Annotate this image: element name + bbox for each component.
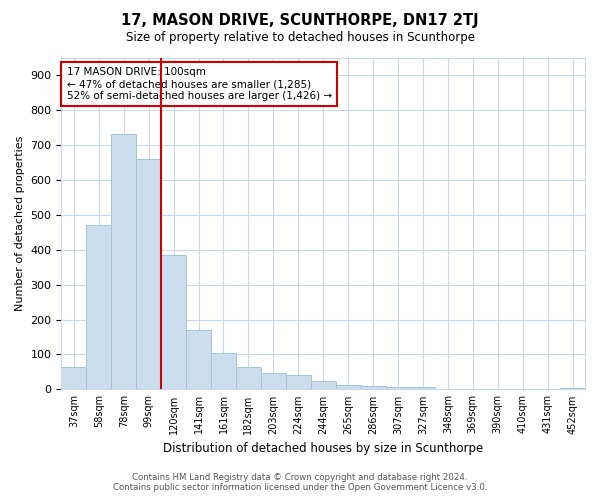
Bar	[335, 385, 361, 390]
Bar	[136, 159, 161, 390]
Bar	[211, 352, 236, 390]
Bar	[560, 388, 585, 390]
Text: 17 MASON DRIVE: 100sqm
← 47% of detached houses are smaller (1,285)
52% of semi-: 17 MASON DRIVE: 100sqm ← 47% of detached…	[67, 68, 332, 100]
Bar	[86, 225, 111, 390]
Bar	[161, 255, 186, 390]
Bar	[236, 368, 261, 390]
Y-axis label: Number of detached properties: Number of detached properties	[15, 136, 25, 311]
X-axis label: Distribution of detached houses by size in Scunthorpe: Distribution of detached houses by size …	[163, 442, 484, 455]
Bar	[311, 382, 335, 390]
Bar	[111, 134, 136, 390]
Bar	[261, 372, 286, 390]
Bar	[286, 376, 311, 390]
Text: Contains HM Land Registry data © Crown copyright and database right 2024.
Contai: Contains HM Land Registry data © Crown c…	[113, 473, 487, 492]
Bar	[410, 388, 436, 390]
Text: Size of property relative to detached houses in Scunthorpe: Size of property relative to detached ho…	[125, 31, 475, 44]
Bar	[361, 386, 386, 390]
Bar	[61, 366, 86, 390]
Text: 17, MASON DRIVE, SCUNTHORPE, DN17 2TJ: 17, MASON DRIVE, SCUNTHORPE, DN17 2TJ	[121, 12, 479, 28]
Bar	[186, 330, 211, 390]
Bar	[386, 386, 410, 390]
Bar	[436, 388, 460, 390]
